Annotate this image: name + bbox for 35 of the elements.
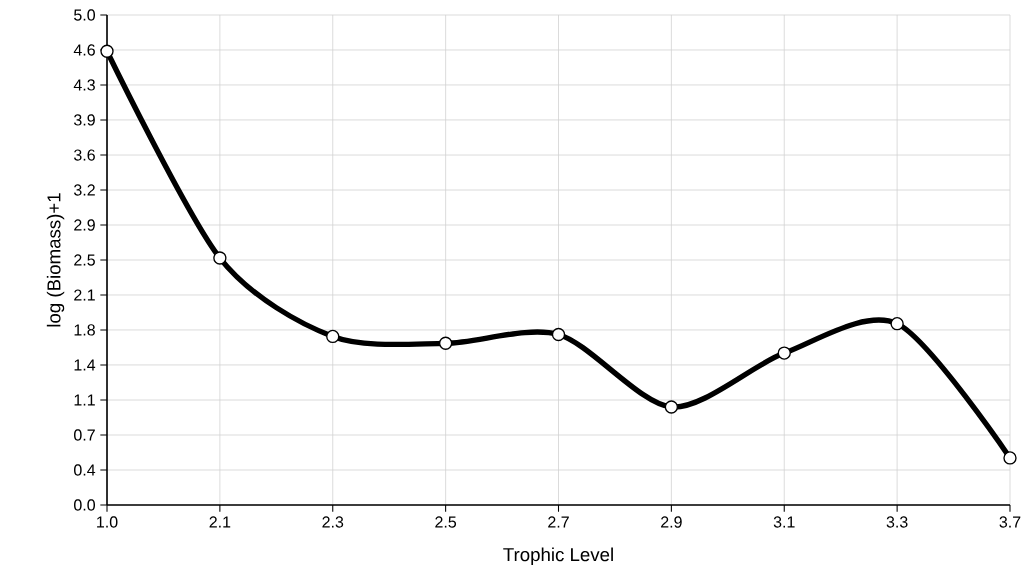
y-tick-label: 0.0 [74, 499, 96, 511]
x-tick-label: 2.7 [548, 516, 569, 528]
y-tick-label: 3.2 [73, 184, 95, 196]
point [326, 329, 340, 344]
x-tick-label: 2.9 [661, 516, 682, 528]
y-tick-label: 2.5 [74, 254, 95, 266]
y-tick-label: 0.7 [74, 429, 95, 441]
x-tick-label: 3.1 [773, 516, 795, 528]
y-tick-label: 0.4 [74, 464, 96, 476]
point [664, 400, 679, 414]
y-tick-label: 3.9 [73, 114, 95, 126]
y-tick-label: 2.9 [74, 219, 95, 231]
point [551, 327, 566, 342]
y-tick-label: 1.1 [74, 394, 95, 406]
x-axis-title: Trophic Level [503, 547, 613, 565]
x-tick-label: 2.1 [209, 516, 231, 528]
y-tick-label: 5.0 [74, 9, 96, 21]
point [890, 317, 904, 331]
point [777, 346, 791, 360]
y-tick-label: 1.4 [74, 359, 96, 371]
x-tick-label: 3.3 [886, 516, 908, 528]
y-tick-label: 3.6 [73, 149, 95, 161]
x-tick-label: 2.3 [322, 516, 344, 528]
x-tick-label: 2.5 [435, 516, 457, 528]
point [438, 336, 453, 350]
x-tick-label: 1.0 [97, 516, 118, 528]
y-tick-label: 4.3 [73, 79, 95, 91]
y-tick-label: 1.8 [74, 324, 95, 336]
y-tick-label: 2.1 [74, 289, 95, 301]
x-tick-label: 3.7 [999, 516, 1021, 528]
point [1003, 451, 1017, 465]
y-axis-title: log (Biomass)+1 [46, 193, 65, 327]
point [213, 251, 227, 265]
y-tick-label: 4.6 [73, 44, 95, 56]
point [100, 44, 114, 58]
